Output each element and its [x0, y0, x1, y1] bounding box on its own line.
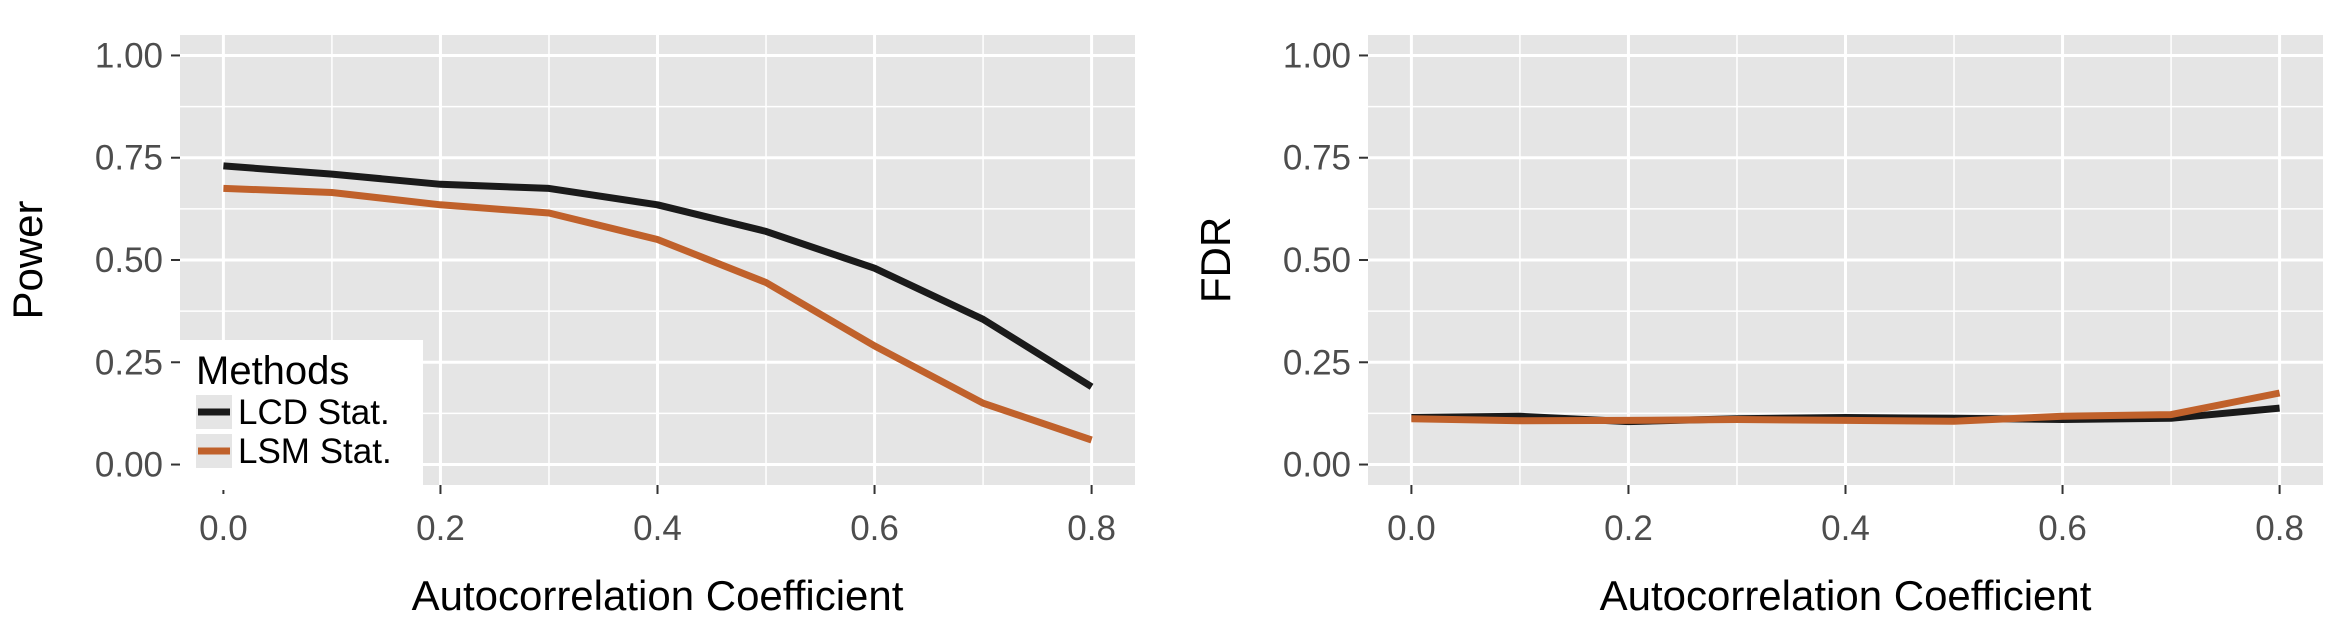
x-tick-label: 0.2 [1604, 509, 1653, 548]
y-axis-title: Power [4, 200, 51, 319]
y-tick-label: 0.75 [95, 139, 163, 178]
x-tick-label: 0.8 [1067, 509, 1116, 548]
x-axis-title: Autocorrelation Coefficient [412, 572, 904, 619]
legend-label: LCD Stat. [238, 393, 390, 432]
x-tick-label: 0.6 [2038, 509, 2087, 548]
y-tick-label: 1.00 [1283, 36, 1351, 75]
y-tick-label: 0.50 [1283, 241, 1351, 280]
series-line-lsm-stat [223, 184, 1093, 444]
y-tick-label: 0.00 [1283, 446, 1351, 485]
legend-label: LSM Stat. [238, 432, 392, 471]
x-tick-label: 0.2 [416, 509, 465, 548]
x-tick-label: 0.0 [1387, 509, 1436, 548]
series-line-lcd-stat [223, 162, 1094, 390]
y-tick-label: 0.00 [95, 446, 163, 485]
x-axis-title: Autocorrelation Coefficient [1600, 572, 2092, 619]
x-tick-label: 0.4 [633, 509, 682, 548]
x-tick-label: 0.6 [850, 509, 899, 548]
legend-title: Methods [196, 349, 349, 393]
y-tick-label: 0.50 [95, 241, 163, 280]
x-tick-label: 0.0 [199, 509, 248, 548]
chart-panel-2: 0.0 0.2 0.4 0.6 0.8 0.00 0.25 0.50 0.75 1.00 Autoc… [1192, 35, 2323, 619]
y-axis-title: FDR [1192, 217, 1239, 303]
series-line-lsm-stat [1411, 389, 2281, 425]
x-tick-label: 0.4 [1821, 509, 1870, 548]
x-tick-label: 0.8 [2255, 509, 2304, 548]
y-tick-label: 0.25 [1283, 343, 1351, 382]
y-tick-label: 0.75 [1283, 139, 1351, 178]
y-tick-label: 0.25 [95, 343, 163, 382]
chart-panel-1: 0.0 0.2 0.4 0.6 0.8 0.00 0.25 0.50 0.75 1.00 Autoc… [4, 35, 1135, 619]
y-tick-label: 1.00 [95, 36, 163, 75]
